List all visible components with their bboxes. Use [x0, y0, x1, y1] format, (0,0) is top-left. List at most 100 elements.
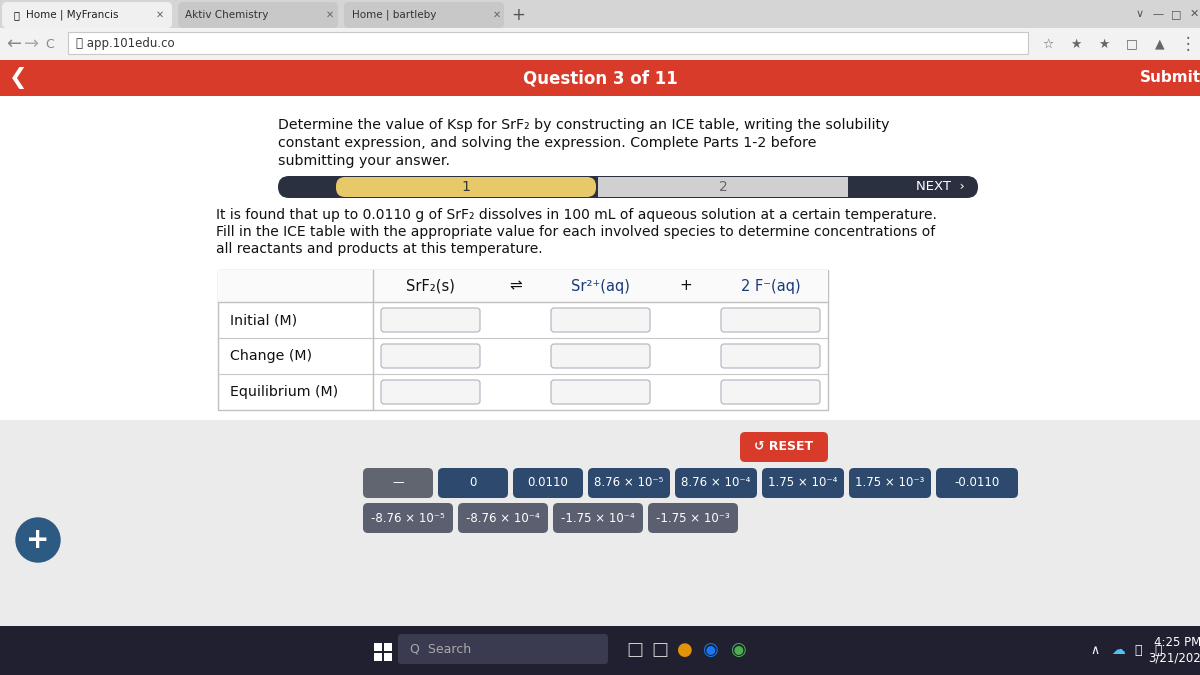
- Text: ✕: ✕: [493, 10, 502, 20]
- Text: +: +: [26, 526, 49, 554]
- Text: 1: 1: [462, 180, 470, 194]
- Text: ✕: ✕: [156, 10, 164, 20]
- FancyBboxPatch shape: [344, 2, 504, 28]
- Text: —: —: [392, 477, 404, 489]
- Bar: [374, 653, 382, 661]
- Text: Determine the value of Ksp for SrF₂ by constructing an ICE table, writing the so: Determine the value of Ksp for SrF₂ by c…: [278, 118, 889, 132]
- Text: 2 F⁻(aq): 2 F⁻(aq): [740, 279, 800, 294]
- Text: -1.75 × 10⁻³: -1.75 × 10⁻³: [656, 512, 730, 524]
- Bar: [374, 643, 382, 651]
- FancyBboxPatch shape: [551, 380, 650, 404]
- FancyBboxPatch shape: [438, 468, 508, 498]
- FancyBboxPatch shape: [364, 468, 433, 498]
- Text: submitting your answer.: submitting your answer.: [278, 154, 450, 168]
- Text: 3/21/2023: 3/21/2023: [1148, 651, 1200, 664]
- Text: -0.0110: -0.0110: [954, 477, 1000, 489]
- Bar: [0, 626, 1200, 675]
- FancyBboxPatch shape: [588, 468, 670, 498]
- Bar: [0, 60, 1200, 96]
- Text: Home | bartleby: Home | bartleby: [352, 9, 437, 20]
- Text: -1.75 × 10⁻⁴: -1.75 × 10⁻⁴: [562, 512, 635, 524]
- Text: ★: ★: [1098, 38, 1110, 51]
- FancyBboxPatch shape: [364, 503, 454, 533]
- Text: ▲: ▲: [1156, 38, 1165, 51]
- Text: 8.76 × 10⁻⁵: 8.76 × 10⁻⁵: [594, 477, 664, 489]
- Text: ★: ★: [1070, 38, 1081, 51]
- Text: Submit: Submit: [1140, 70, 1200, 86]
- Text: □: □: [626, 641, 643, 659]
- Text: Q  Search: Q Search: [410, 643, 472, 655]
- FancyBboxPatch shape: [721, 308, 820, 332]
- Text: 4:25 PM: 4:25 PM: [1154, 635, 1200, 649]
- Text: 1.75 × 10⁻⁴: 1.75 × 10⁻⁴: [768, 477, 838, 489]
- FancyBboxPatch shape: [398, 634, 608, 664]
- Text: Change (M): Change (M): [230, 349, 312, 363]
- Bar: [0, 96, 1200, 621]
- Text: □: □: [652, 641, 668, 659]
- Text: constant expression, and solving the expression. Complete Parts 1-2 before: constant expression, and solving the exp…: [278, 136, 816, 150]
- FancyBboxPatch shape: [721, 380, 820, 404]
- Text: SrF₂(s): SrF₂(s): [406, 279, 455, 294]
- FancyBboxPatch shape: [740, 432, 828, 462]
- Text: 8.76 × 10⁻⁴: 8.76 × 10⁻⁴: [682, 477, 751, 489]
- Text: 0.0110: 0.0110: [528, 477, 569, 489]
- Text: Initial (M): Initial (M): [230, 313, 298, 327]
- FancyBboxPatch shape: [278, 176, 978, 198]
- Text: ✕: ✕: [326, 10, 334, 20]
- Text: Equilibrium (M): Equilibrium (M): [230, 385, 338, 399]
- Text: +: +: [679, 279, 692, 294]
- FancyBboxPatch shape: [721, 344, 820, 368]
- Text: □: □: [1171, 9, 1181, 19]
- Text: 🔊: 🔊: [1154, 643, 1162, 657]
- FancyBboxPatch shape: [2, 2, 172, 28]
- Text: Sr²⁺(aq): Sr²⁺(aq): [571, 279, 630, 294]
- Text: -8.76 × 10⁻⁴: -8.76 × 10⁻⁴: [466, 512, 540, 524]
- FancyBboxPatch shape: [551, 308, 650, 332]
- Text: ◉: ◉: [730, 641, 746, 659]
- Text: 🔒 app.101edu.co: 🔒 app.101edu.co: [76, 36, 175, 49]
- Text: ⇌: ⇌: [509, 279, 522, 294]
- Text: C: C: [46, 38, 54, 51]
- FancyBboxPatch shape: [514, 468, 583, 498]
- FancyBboxPatch shape: [648, 503, 738, 533]
- Circle shape: [16, 518, 60, 562]
- Bar: [384, 653, 392, 661]
- Text: Home | MyFrancis: Home | MyFrancis: [26, 9, 119, 20]
- FancyBboxPatch shape: [762, 468, 844, 498]
- Bar: [218, 270, 828, 302]
- Text: Aktiv Chemistry: Aktiv Chemistry: [185, 10, 269, 20]
- Text: +: +: [511, 6, 524, 24]
- Text: 0: 0: [469, 477, 476, 489]
- Bar: [0, 0, 1200, 28]
- Text: ↺ RESET: ↺ RESET: [755, 441, 814, 454]
- Bar: [218, 270, 828, 410]
- Bar: [384, 643, 392, 651]
- FancyBboxPatch shape: [178, 2, 338, 28]
- Text: ☁: ☁: [1111, 643, 1124, 657]
- FancyBboxPatch shape: [674, 468, 757, 498]
- Text: ∧: ∧: [1091, 643, 1099, 657]
- Text: ●: ●: [677, 641, 692, 659]
- FancyBboxPatch shape: [553, 503, 643, 533]
- Text: ☆: ☆: [1043, 38, 1054, 51]
- FancyBboxPatch shape: [382, 344, 480, 368]
- Bar: [68, 32, 1028, 54]
- Text: ✕: ✕: [1189, 9, 1199, 19]
- Text: -8.76 × 10⁻⁵: -8.76 × 10⁻⁵: [371, 512, 445, 524]
- Bar: [598, 177, 848, 197]
- Text: □: □: [1126, 38, 1138, 51]
- Text: 📶: 📶: [1134, 643, 1141, 657]
- FancyBboxPatch shape: [458, 503, 548, 533]
- FancyBboxPatch shape: [336, 177, 596, 197]
- Text: 2: 2: [719, 180, 727, 194]
- Text: Question 3 of 11: Question 3 of 11: [523, 69, 677, 87]
- Text: 🏠: 🏠: [14, 10, 20, 20]
- FancyBboxPatch shape: [936, 468, 1018, 498]
- Text: ∨: ∨: [1136, 9, 1144, 19]
- FancyBboxPatch shape: [382, 380, 480, 404]
- Text: 1.75 × 10⁻³: 1.75 × 10⁻³: [856, 477, 925, 489]
- Text: →: →: [24, 35, 40, 53]
- Text: ←: ←: [6, 35, 22, 53]
- Text: ⋮: ⋮: [1180, 35, 1196, 53]
- Bar: [0, 28, 1200, 60]
